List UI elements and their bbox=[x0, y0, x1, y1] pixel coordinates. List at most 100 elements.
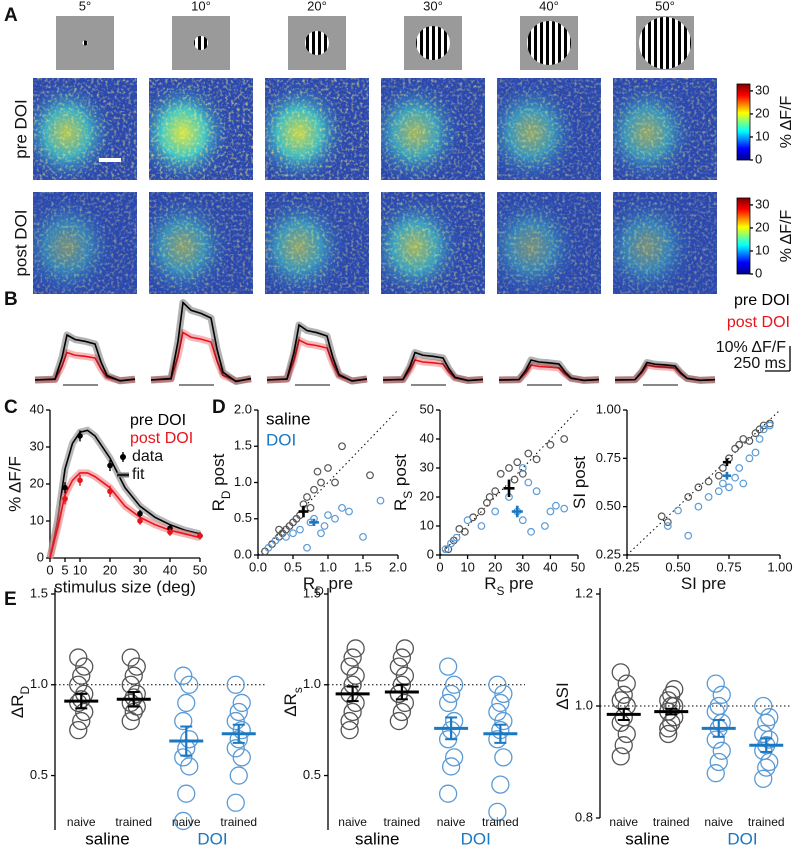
trace bbox=[150, 331, 252, 382]
data-point bbox=[754, 724, 773, 744]
data-point bbox=[438, 693, 458, 713]
data-point bbox=[137, 518, 143, 524]
data-point bbox=[532, 487, 541, 496]
group-label: saline bbox=[625, 829, 669, 848]
data-point bbox=[674, 506, 682, 515]
data-point bbox=[560, 504, 569, 513]
data-point bbox=[180, 675, 199, 694]
data-point bbox=[121, 648, 140, 667]
data-point bbox=[232, 721, 251, 740]
data-point bbox=[527, 527, 535, 536]
data-point bbox=[684, 493, 693, 501]
y-tick-label: 20 bbox=[30, 475, 44, 490]
category-label: naive bbox=[437, 815, 466, 829]
y-tick-label: 40 bbox=[420, 430, 434, 445]
data-point bbox=[346, 639, 365, 658]
data-point bbox=[714, 471, 723, 480]
data-point bbox=[657, 512, 666, 521]
row-label: post DOI bbox=[11, 209, 30, 276]
data-point bbox=[614, 736, 633, 755]
data-point bbox=[340, 657, 359, 676]
y-tick-label: 0.5 bbox=[303, 767, 321, 782]
data-point bbox=[491, 775, 510, 794]
stimulus-size-label: 20° bbox=[307, 0, 327, 13]
x-axis-label-part: R bbox=[484, 574, 496, 593]
activity-speckle bbox=[613, 78, 717, 180]
stimulus-size-label: 50° bbox=[655, 0, 675, 13]
scale-bar bbox=[99, 158, 121, 162]
data-point bbox=[552, 501, 560, 510]
data-point bbox=[77, 433, 83, 439]
fit-line bbox=[49, 429, 201, 559]
x-tick-label: 30 bbox=[516, 559, 530, 574]
data-point bbox=[718, 464, 727, 472]
trace bbox=[266, 338, 368, 382]
y-tick-label: 30 bbox=[420, 459, 434, 474]
y-axis-label-part: s bbox=[291, 687, 305, 693]
x-tick-label: 1.5 bbox=[354, 559, 372, 574]
activity-speckle bbox=[265, 78, 369, 180]
data-point bbox=[754, 769, 773, 788]
y-axis-label-part: ΔR bbox=[8, 694, 27, 718]
legend-label: post DOI bbox=[727, 314, 790, 331]
data-point bbox=[659, 724, 678, 744]
x-axis-label-part: SI pre bbox=[681, 574, 726, 593]
data-point bbox=[704, 493, 713, 501]
data-point bbox=[174, 748, 193, 767]
y-tick-label: 1.00 bbox=[596, 401, 621, 416]
y-tick-label: 0.5 bbox=[30, 767, 48, 782]
colorbar bbox=[736, 197, 751, 275]
data-point bbox=[226, 711, 245, 731]
x-tick-label: 1.00 bbox=[767, 559, 792, 574]
category-label: naive bbox=[704, 815, 733, 829]
data-point bbox=[665, 680, 684, 699]
colorbar-tick-label: 10 bbox=[755, 242, 769, 257]
data-point bbox=[229, 702, 248, 722]
data-point bbox=[62, 496, 68, 502]
activity-speckle bbox=[613, 192, 717, 294]
data-point bbox=[392, 702, 412, 722]
heatmap bbox=[613, 192, 717, 294]
data-point bbox=[441, 757, 461, 776]
data-point bbox=[121, 675, 140, 694]
x-tick-label: 50 bbox=[193, 562, 207, 577]
data-point bbox=[345, 507, 353, 516]
panel-label: A bbox=[4, 5, 18, 26]
y-tick-label: 10 bbox=[420, 517, 434, 532]
data-point bbox=[611, 663, 630, 682]
data-point bbox=[494, 748, 513, 767]
data-point bbox=[684, 531, 693, 540]
heatmap bbox=[149, 78, 253, 180]
x-tick-label: 20 bbox=[103, 562, 117, 577]
data-point bbox=[343, 648, 362, 667]
data-point bbox=[303, 543, 311, 552]
data-point bbox=[460, 527, 469, 536]
y-axis-label: RS post bbox=[391, 454, 415, 511]
data-point bbox=[282, 532, 290, 541]
fit-band bbox=[46, 426, 201, 559]
y-tick-label: 0.25 bbox=[596, 546, 621, 561]
data-point bbox=[452, 533, 461, 542]
legend-label: pre DOI bbox=[734, 292, 790, 309]
data-point bbox=[745, 454, 754, 463]
y-tick-label: 2.0 bbox=[234, 401, 252, 416]
heatmap bbox=[265, 78, 369, 180]
stimulus-size-label: 30° bbox=[423, 0, 443, 13]
data-point bbox=[137, 510, 143, 517]
category-label: naive bbox=[609, 815, 638, 829]
data-point bbox=[709, 696, 728, 716]
data-point bbox=[69, 721, 88, 740]
trace bbox=[382, 351, 484, 382]
data-point bbox=[441, 545, 450, 554]
data-point bbox=[505, 464, 513, 472]
data-point bbox=[510, 475, 519, 484]
unity-line bbox=[626, 409, 781, 556]
data-point bbox=[72, 666, 91, 685]
colorbar-tick-label: 10 bbox=[755, 128, 769, 143]
y-tick-label: 20 bbox=[420, 488, 434, 503]
y-tick-label: 0 bbox=[37, 549, 44, 564]
y-axis-label-part: ΔSI bbox=[553, 682, 572, 709]
data-point bbox=[617, 674, 636, 693]
x-axis-label-part: D bbox=[315, 584, 324, 598]
